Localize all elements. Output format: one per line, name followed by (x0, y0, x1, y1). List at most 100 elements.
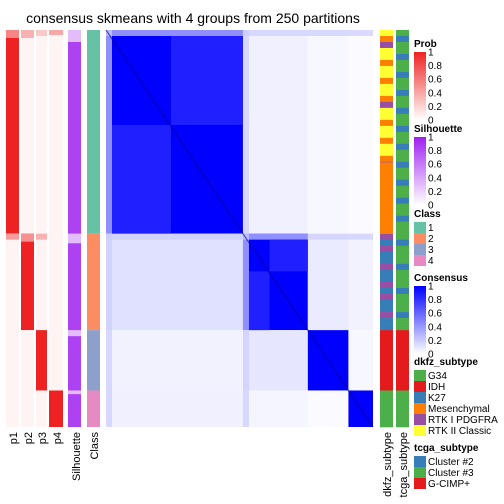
tcga-cell (396, 59, 409, 67)
consensus-block-2-1 (106, 233, 243, 331)
legend-tick-label: 0 (428, 116, 434, 127)
legend-swatch (414, 244, 426, 255)
chart-title: consensus skmeans with 4 groups from 250… (26, 10, 360, 26)
legend-item-label: 4 (428, 256, 434, 267)
tcga-cell (396, 318, 409, 325)
legend-item-label: Mesenchymal (428, 404, 490, 415)
tcga-cell (396, 257, 409, 265)
tcga-cell (396, 245, 409, 253)
tcga-cell (396, 89, 409, 97)
legend-tick-label: 0.8 (428, 146, 442, 157)
prob-cell-p4-group-2 (49, 233, 63, 331)
legend-swatch (414, 222, 426, 233)
prob-noise-cell-1 (21, 30, 34, 38)
annotation-column-labels: p1 p2 p3 p4 Silhouette Class dkfz_subtype tcga_… (8, 432, 410, 498)
legend-title: Class (414, 209, 441, 220)
dkfz-cell (380, 35, 393, 43)
consensus-block-4-1 (106, 390, 243, 427)
tcga-cell (396, 173, 409, 181)
legend-title: Prob (414, 39, 437, 50)
tcga-cell (396, 312, 409, 319)
legend-item-label: G-CIMP+ (428, 479, 470, 490)
column-label-p3: p3 (37, 432, 49, 444)
silhouette-cell-group-2 (68, 233, 81, 331)
column-label-tcga-subtype: tcga_subtype (398, 432, 410, 497)
prob-cell-p1-group-1 (6, 30, 19, 234)
tcga-cell (396, 281, 409, 289)
dkfz-cell (380, 95, 393, 103)
consensus-block-1-2 (242, 30, 308, 234)
consensus-block-2-4 (348, 233, 373, 331)
silhouette-cell-group-1 (68, 30, 81, 234)
legend-swatch (414, 478, 426, 489)
column-label-silhouette: Silhouette (71, 432, 83, 481)
prob-cell-p3-group-1 (36, 30, 47, 234)
tcga-cell (396, 269, 409, 277)
legend-color-bar (414, 137, 426, 205)
prob-cell-p3-group-4 (36, 390, 47, 427)
legend-tick-label: 0.8 (428, 295, 442, 306)
prob-cell-p4-group-4 (49, 390, 63, 427)
legend-tick-label: 0.6 (428, 160, 442, 171)
tcga-cell (396, 143, 409, 151)
silhouette-cell-group-3 (68, 330, 81, 391)
legend-item-label: RTK II Classic (428, 426, 491, 437)
legend-tick-label: 0.4 (428, 173, 442, 184)
tcga-cell (396, 203, 409, 211)
tcga-cell (396, 287, 409, 295)
prob-cell-p3-group-2 (36, 233, 47, 331)
legend-swatch (414, 381, 426, 392)
tcga-cell (396, 71, 409, 79)
legend-tick-label: 0.2 (428, 336, 442, 347)
column-label-dkfz-subtype: dkfz_subtype (382, 432, 394, 497)
legend-tick-label: 0.6 (428, 75, 442, 86)
legend-swatch (414, 255, 426, 266)
consensus-unstable-row-2 (106, 233, 373, 240)
tcga-cell (396, 107, 409, 115)
legend-color-bar (414, 52, 426, 120)
dkfz-cell (380, 275, 393, 283)
tcga-cell (396, 113, 409, 121)
consensus-subblock-upper-1 (170, 36, 243, 125)
tcga-cell (396, 215, 409, 222)
dkfz-cell (380, 281, 393, 289)
tcga-cell (396, 324, 409, 331)
consensus-block-2-3 (307, 233, 349, 331)
tcga-cell (396, 125, 409, 133)
legend-swatch (414, 456, 426, 467)
legend-swatch (414, 467, 426, 478)
silhouette-low-cell-group-3 (68, 330, 81, 337)
legend-item-label: Cluster #3 (428, 468, 474, 479)
prob-cell-p4-group-1 (49, 30, 63, 234)
legend-tick-label: 0 (428, 201, 434, 212)
dkfz-cell (380, 89, 393, 97)
consensus-block-1-3 (307, 30, 349, 234)
prob-cell-p1-group-2 (6, 233, 19, 331)
tcga-cell (396, 293, 409, 301)
legend-tick-label: 1 (428, 48, 434, 59)
tcga-cell (396, 53, 409, 61)
legends: Prob10.80.60.40.20Silhouette10.80.60.40.… (414, 39, 498, 490)
tcga-cell (396, 47, 409, 55)
column-label-p2: p2 (23, 432, 35, 444)
tcga-cell (396, 197, 409, 205)
prob-cell-p2-group-1 (21, 30, 34, 234)
legend-item-label: 1 (428, 223, 434, 234)
consensus-block-1-4 (348, 30, 373, 234)
silhouette-low-cell-group-1 (68, 30, 81, 42)
legend-tick-label: 0.2 (428, 102, 442, 113)
tcga-cell (396, 155, 409, 163)
prob-cell-p2-group-3 (21, 330, 34, 391)
dkfz-cell (380, 330, 393, 391)
legend-swatch (414, 414, 426, 425)
legend-swatch (414, 425, 426, 436)
consensus-diagonal (105, 29, 374, 428)
consensus-unstable-row-1 (106, 30, 373, 36)
legend-item-label: IDH (428, 382, 445, 393)
tcga-cell (396, 65, 409, 73)
tcga-cell (396, 221, 409, 228)
tcga-cell (396, 263, 409, 271)
dkfz-cell (380, 30, 393, 37)
legend-tick-label: 0.2 (428, 187, 442, 198)
